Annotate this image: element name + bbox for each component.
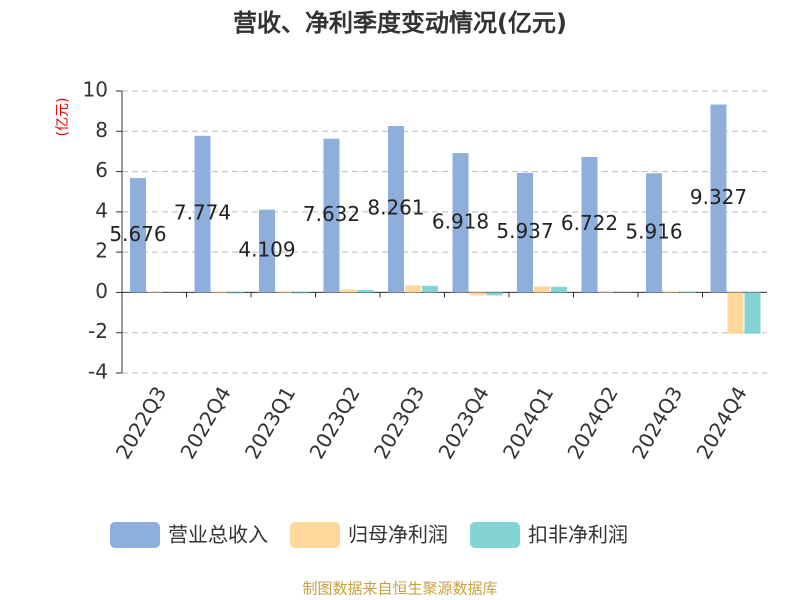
data-label: 6.918 — [432, 209, 489, 233]
bar — [211, 291, 228, 293]
x-tick-label: 2023Q3 — [369, 382, 429, 463]
x-tick-label: 2024Q2 — [562, 382, 622, 463]
bar — [259, 209, 275, 293]
data-label: 5.916 — [625, 219, 682, 243]
y-tick-label: 8 — [95, 118, 108, 142]
bar — [581, 157, 598, 293]
x-tick-label: 2024Q3 — [627, 382, 687, 463]
x-tick-label: 2022Q3 — [111, 382, 171, 463]
data-label: 7.632 — [303, 202, 360, 226]
bar — [323, 138, 340, 293]
bar — [388, 126, 404, 293]
y-tick-label: 0 — [95, 279, 108, 303]
x-tick-label: 2024Q1 — [498, 382, 558, 463]
bar — [469, 292, 486, 296]
y-tick-label: 6 — [95, 158, 108, 182]
legend-label: 扣非净利润 — [528, 523, 628, 547]
y-tick-label: -2 — [88, 319, 108, 343]
x-tick-label: 2023Q2 — [304, 382, 364, 463]
bar — [422, 285, 438, 293]
x-tick-label: 2024Q4 — [691, 382, 751, 463]
legend-label: 归母净利润 — [348, 523, 448, 547]
source-note: 制图数据来自恒生聚源数据库 — [302, 580, 497, 598]
legend-swatch — [470, 522, 520, 548]
bar — [340, 289, 357, 293]
bar — [517, 172, 533, 293]
bar — [744, 292, 761, 334]
x-tick-label: 2023Q4 — [433, 382, 493, 463]
bar — [680, 291, 696, 293]
x-tick-label: 2023Q1 — [240, 382, 300, 463]
y-tick-label: 4 — [95, 198, 108, 222]
y-tick-label: 2 — [95, 239, 108, 263]
data-label: 6.722 — [561, 211, 618, 235]
y-axis-label: (亿元) — [55, 98, 71, 137]
data-label: 4.109 — [238, 238, 295, 262]
x-tick-label: 2022Q4 — [175, 382, 235, 463]
bar — [194, 135, 211, 293]
legend-label: 营业总收入 — [168, 523, 268, 547]
bar — [534, 286, 550, 293]
data-label: 7.774 — [174, 201, 231, 225]
bar — [710, 104, 727, 293]
legend-swatch — [290, 522, 340, 548]
y-tick-label: -4 — [88, 360, 108, 384]
bar — [646, 173, 662, 293]
data-label: 8.261 — [367, 196, 424, 220]
bar — [551, 286, 567, 293]
data-label: 5.676 — [109, 222, 166, 246]
bar — [130, 178, 146, 293]
bar — [357, 290, 374, 293]
bar — [293, 292, 309, 294]
bar — [405, 285, 421, 293]
bar — [228, 292, 245, 294]
data-label: 5.937 — [496, 219, 553, 243]
bar — [276, 291, 292, 293]
data-label: 9.327 — [690, 185, 747, 209]
bar — [486, 292, 503, 296]
bar — [727, 292, 744, 334]
y-tick-label: 10 — [83, 78, 108, 102]
chart-title: 营收、净利季度变动情况(亿元) — [233, 9, 567, 37]
legend-swatch — [110, 522, 160, 548]
bar — [452, 153, 469, 293]
bar — [663, 291, 679, 293]
